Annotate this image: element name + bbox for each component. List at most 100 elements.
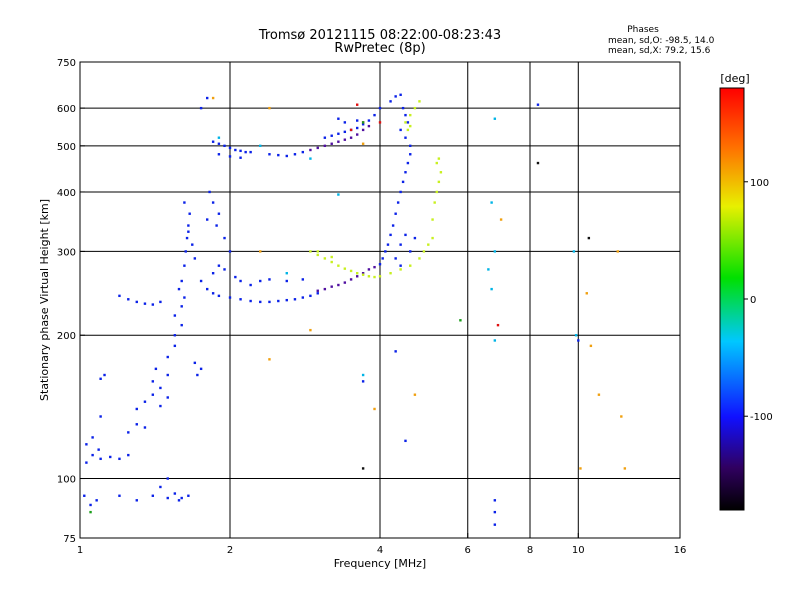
y-tick-label: 400 xyxy=(57,188,76,199)
data-point xyxy=(361,380,365,383)
data-point xyxy=(418,257,421,260)
data-point xyxy=(188,212,191,215)
data-point xyxy=(187,224,190,227)
data-point xyxy=(418,100,421,103)
data-point xyxy=(343,121,347,124)
data-point xyxy=(180,496,183,500)
data-point xyxy=(217,294,221,298)
data-point xyxy=(277,299,280,303)
data-point xyxy=(109,455,112,459)
data-point xyxy=(396,201,400,204)
data-point xyxy=(83,494,86,497)
data-point xyxy=(577,339,580,342)
data-point xyxy=(191,243,194,246)
data-point xyxy=(135,423,138,426)
x-tick-label: 8 xyxy=(527,545,533,556)
data-point xyxy=(316,292,319,295)
data-point xyxy=(409,144,412,148)
data-point xyxy=(211,140,215,143)
data-point xyxy=(490,201,493,204)
data-point xyxy=(259,279,262,283)
data-point xyxy=(173,492,177,495)
data-point xyxy=(378,121,382,124)
data-point xyxy=(173,344,177,348)
data-point xyxy=(404,136,407,139)
x-tick-label: 10 xyxy=(572,545,585,556)
data-point xyxy=(316,250,319,253)
data-point xyxy=(151,303,155,306)
data-point xyxy=(389,100,392,103)
data-point xyxy=(431,236,434,240)
data-point xyxy=(217,136,221,139)
data-point xyxy=(349,278,353,281)
data-point xyxy=(399,128,402,132)
data-point xyxy=(437,180,441,184)
data-point xyxy=(337,193,340,196)
data-point xyxy=(99,457,102,461)
data-point xyxy=(413,393,417,396)
data-point xyxy=(597,393,601,396)
data-point xyxy=(85,443,88,446)
x-axis-ticks: 1 2 4 6 8 10 16 xyxy=(77,533,686,556)
data-point xyxy=(404,439,407,443)
y-axis-ticks: 75 100 200 300 400 500 600 750 xyxy=(57,58,85,545)
data-point xyxy=(337,117,340,120)
data-point xyxy=(99,377,102,380)
data-point xyxy=(143,400,147,403)
data-point xyxy=(239,298,242,301)
data-point xyxy=(433,201,436,204)
data-point xyxy=(187,494,190,497)
data-point xyxy=(399,264,402,267)
data-point xyxy=(239,279,242,283)
data-point xyxy=(349,269,353,273)
data-point xyxy=(413,106,417,110)
colorbar-gradient xyxy=(719,87,745,511)
data-point xyxy=(277,153,280,157)
data-point xyxy=(589,344,593,348)
data-point xyxy=(135,407,138,411)
data-point xyxy=(389,233,392,237)
data-point xyxy=(355,275,359,278)
data-point xyxy=(249,150,252,154)
data-point xyxy=(349,136,353,139)
data-point xyxy=(127,298,130,301)
data-point xyxy=(166,373,169,377)
data-point xyxy=(323,136,327,139)
colorbar-tick-label: -100 xyxy=(750,412,773,423)
data-point xyxy=(268,153,271,156)
data-point xyxy=(91,436,94,439)
data-point xyxy=(135,300,138,304)
data-point xyxy=(384,250,387,253)
data-point xyxy=(151,380,155,383)
data-point xyxy=(394,95,397,98)
data-point xyxy=(234,275,237,279)
data-point xyxy=(127,453,130,457)
data-point xyxy=(249,283,252,287)
data-point xyxy=(217,264,221,267)
colorbar-ticks: 100 0 -100 xyxy=(744,178,773,423)
y-tick-label: 100 xyxy=(57,475,76,486)
data-point xyxy=(285,298,288,302)
data-point xyxy=(496,323,500,327)
data-point xyxy=(151,393,155,396)
data-point xyxy=(196,373,199,377)
data-point xyxy=(493,339,497,342)
data-point xyxy=(435,190,438,194)
data-point xyxy=(166,396,169,399)
data-point xyxy=(355,119,359,122)
data-point xyxy=(316,253,319,257)
data-point xyxy=(199,367,203,371)
data-point xyxy=(367,268,371,271)
phase-line-o: mean, sd,O: -98.5, 14.0 xyxy=(608,36,715,46)
data-point xyxy=(361,123,365,126)
data-point xyxy=(620,415,623,418)
data-point xyxy=(391,224,395,227)
data-point xyxy=(166,355,169,359)
data-point xyxy=(199,106,203,110)
data-point xyxy=(343,281,347,284)
data-point xyxy=(499,218,503,221)
data-point xyxy=(337,140,340,143)
data-point xyxy=(616,250,619,253)
data-point xyxy=(361,142,365,145)
data-point xyxy=(361,128,365,132)
